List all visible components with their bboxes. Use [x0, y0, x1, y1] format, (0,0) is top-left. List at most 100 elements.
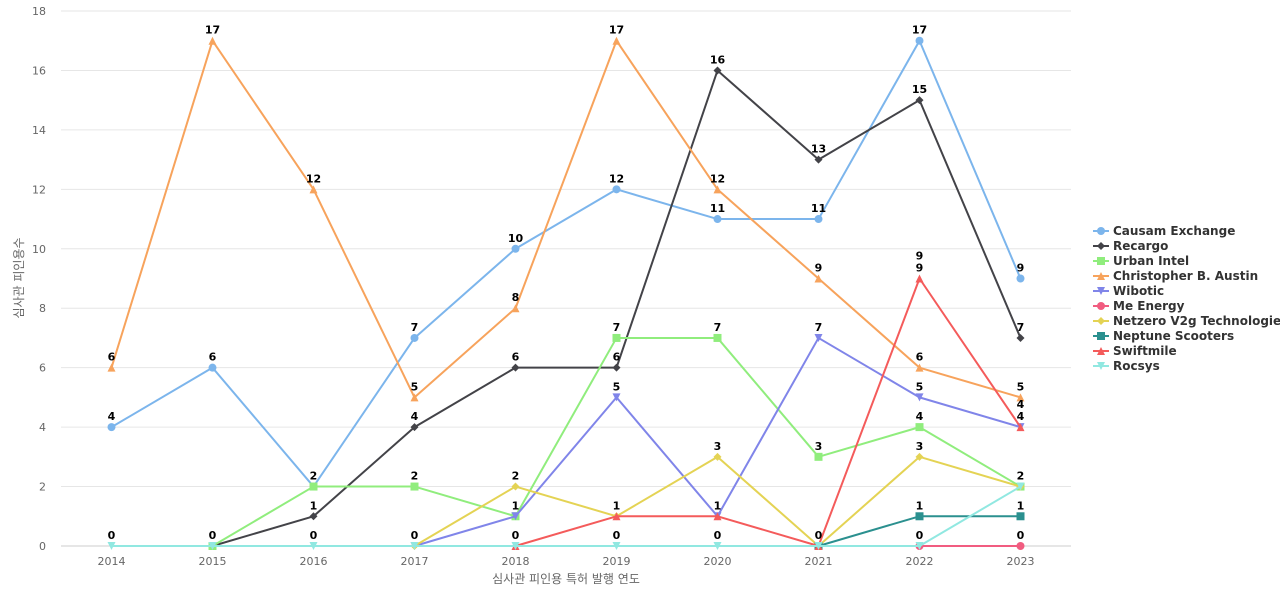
x-tick-label: 2021: [805, 555, 833, 568]
data-label: 17: [912, 24, 927, 37]
y-tick-label: 2: [39, 481, 46, 494]
y-axis-ticks: 0 2 4 6 8 10 12 14 16 18: [32, 5, 46, 553]
x-tick-label: 2017: [401, 555, 429, 568]
data-label: 9: [1017, 262, 1025, 275]
data-point: [208, 542, 217, 550]
data-point: [713, 512, 722, 521]
data-point: [208, 363, 217, 372]
data-point: [915, 363, 924, 372]
data-point: [814, 333, 823, 342]
legend-label: Christopher B. Austin: [1113, 269, 1258, 283]
data-label: 0: [613, 529, 621, 542]
legend-item[interactable]: Me Energy: [1093, 299, 1185, 313]
x-tick-label: 2018: [502, 555, 530, 568]
y-tick-label: 8: [39, 302, 46, 315]
x-tick-label: 2023: [1007, 555, 1035, 568]
data-label: 2: [512, 470, 520, 483]
legend-item[interactable]: Wibotic: [1093, 284, 1164, 298]
legend-marker: [1097, 257, 1105, 265]
y-tick-label: 12: [32, 183, 46, 196]
legend-marker: [1097, 272, 1105, 280]
data-point: [915, 96, 924, 105]
data-label: 1: [916, 499, 924, 512]
data-label: 1: [512, 499, 520, 512]
data-point: [612, 512, 621, 521]
legend-label: Wibotic: [1113, 284, 1164, 298]
legend-marker: [1097, 332, 1105, 340]
y-tick-label: 0: [39, 540, 46, 553]
series-christopher-b-austin: [107, 36, 1025, 402]
data-point: [410, 542, 419, 550]
data-point: [915, 542, 924, 550]
data-point: [713, 66, 722, 75]
data-label: 7: [1017, 321, 1025, 334]
legend-label: Urban Intel: [1113, 254, 1189, 268]
x-tick-label: 2022: [906, 555, 934, 568]
legend-marker: [1097, 242, 1105, 250]
legend-item[interactable]: Urban Intel: [1093, 254, 1189, 268]
data-label: 5: [1017, 380, 1025, 393]
data-point: [410, 393, 419, 402]
x-axis-title: 심사관 피인용 특허 발행 연도: [492, 571, 640, 586]
data-point: [511, 244, 520, 253]
data-label: 9: [916, 250, 924, 263]
data-label: 13: [811, 143, 826, 156]
y-tick-label: 18: [32, 5, 46, 18]
data-point: [208, 36, 217, 45]
data-label: 15: [912, 83, 927, 96]
legend-item[interactable]: Christopher B. Austin: [1093, 269, 1258, 283]
x-tick-label: 2019: [603, 555, 631, 568]
data-point: [612, 363, 621, 372]
data-point: [814, 215, 823, 224]
data-label: 6: [512, 351, 520, 364]
data-point: [612, 36, 621, 45]
legend-label: Neptune Scooters: [1113, 329, 1234, 343]
y-tick-label: 6: [39, 362, 46, 375]
legend-item[interactable]: Rocsys: [1093, 359, 1160, 373]
legend-marker: [1097, 227, 1105, 235]
data-point: [1016, 333, 1025, 342]
data-label: 0: [108, 529, 116, 542]
data-label: 4: [108, 410, 116, 423]
data-label: 11: [811, 202, 826, 215]
series-line: [514, 277, 1022, 547]
series-line: [110, 39, 1022, 488]
series-rocsys: [107, 482, 1025, 550]
data-label: 4: [916, 410, 924, 423]
data-label: 7: [714, 321, 722, 334]
data-point: [107, 363, 116, 372]
data-point: [1016, 423, 1025, 432]
data-label: 8: [512, 291, 520, 304]
data-point: [1016, 274, 1025, 283]
legend-item[interactable]: Recargo: [1093, 239, 1168, 253]
legend-marker: [1097, 302, 1105, 310]
data-point: [511, 512, 520, 521]
data-point: [713, 333, 722, 342]
data-label: 4: [1017, 398, 1025, 411]
data-label: 0: [815, 529, 823, 542]
data-point: [814, 542, 823, 550]
data-point: [814, 155, 823, 164]
legend-item[interactable]: Swiftmile: [1093, 344, 1177, 358]
data-point: [1016, 393, 1025, 402]
data-point: [410, 333, 419, 342]
data-point: [511, 542, 520, 550]
series-causam-exchange: [107, 36, 1025, 491]
legend-item[interactable]: Netzero V2g Technologies: [1093, 314, 1280, 328]
legend-item[interactable]: Neptune Scooters: [1093, 329, 1234, 343]
data-label: 1: [613, 499, 621, 512]
legend-item[interactable]: Causam Exchange: [1093, 224, 1235, 238]
data-point: [511, 363, 520, 372]
data-label: 0: [411, 529, 419, 542]
data-point: [612, 333, 621, 342]
data-label: 7: [815, 321, 823, 334]
data-point: [511, 482, 520, 491]
data-point: [915, 36, 924, 45]
data-point: [1016, 542, 1025, 550]
data-label: 7: [411, 321, 419, 334]
data-label: 0: [1017, 529, 1025, 542]
x-tick-label: 2020: [704, 555, 732, 568]
data-label: 12: [306, 172, 321, 185]
data-point: [309, 542, 318, 550]
